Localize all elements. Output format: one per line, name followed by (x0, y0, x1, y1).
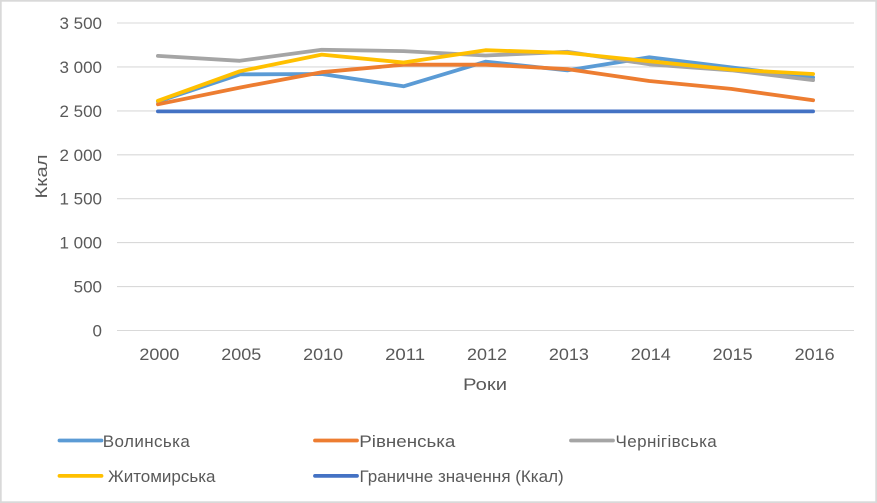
svg-text:500: 500 (74, 278, 102, 297)
svg-text:2010: 2010 (303, 345, 343, 364)
svg-text:2011: 2011 (385, 345, 425, 364)
svg-text:2 500: 2 500 (59, 102, 102, 121)
svg-text:2012: 2012 (467, 345, 507, 364)
svg-text:2 000: 2 000 (59, 146, 102, 165)
svg-text:Роки: Роки (463, 375, 507, 394)
svg-text:2013: 2013 (549, 345, 589, 364)
svg-text:2016: 2016 (795, 345, 835, 364)
svg-text:2000: 2000 (139, 345, 179, 364)
svg-text:2015: 2015 (713, 345, 753, 364)
svg-text:3 000: 3 000 (59, 58, 102, 77)
svg-text:Чернігівська: Чернігівська (616, 432, 718, 451)
svg-text:Рівненська: Рівненська (359, 432, 456, 451)
svg-text:Ккал: Ккал (32, 155, 51, 199)
svg-text:3 500: 3 500 (59, 14, 102, 33)
svg-text:2014: 2014 (631, 345, 671, 364)
svg-text:0: 0 (93, 322, 102, 341)
svg-text:Волинська: Волинська (103, 432, 191, 451)
svg-text:Граничне значення (Ккал): Граничне значення (Ккал) (360, 467, 564, 486)
svg-text:1 500: 1 500 (59, 190, 102, 209)
svg-text:2005: 2005 (221, 345, 261, 364)
svg-text:1 000: 1 000 (59, 234, 102, 253)
svg-text:Житомирська: Житомирська (108, 467, 216, 486)
